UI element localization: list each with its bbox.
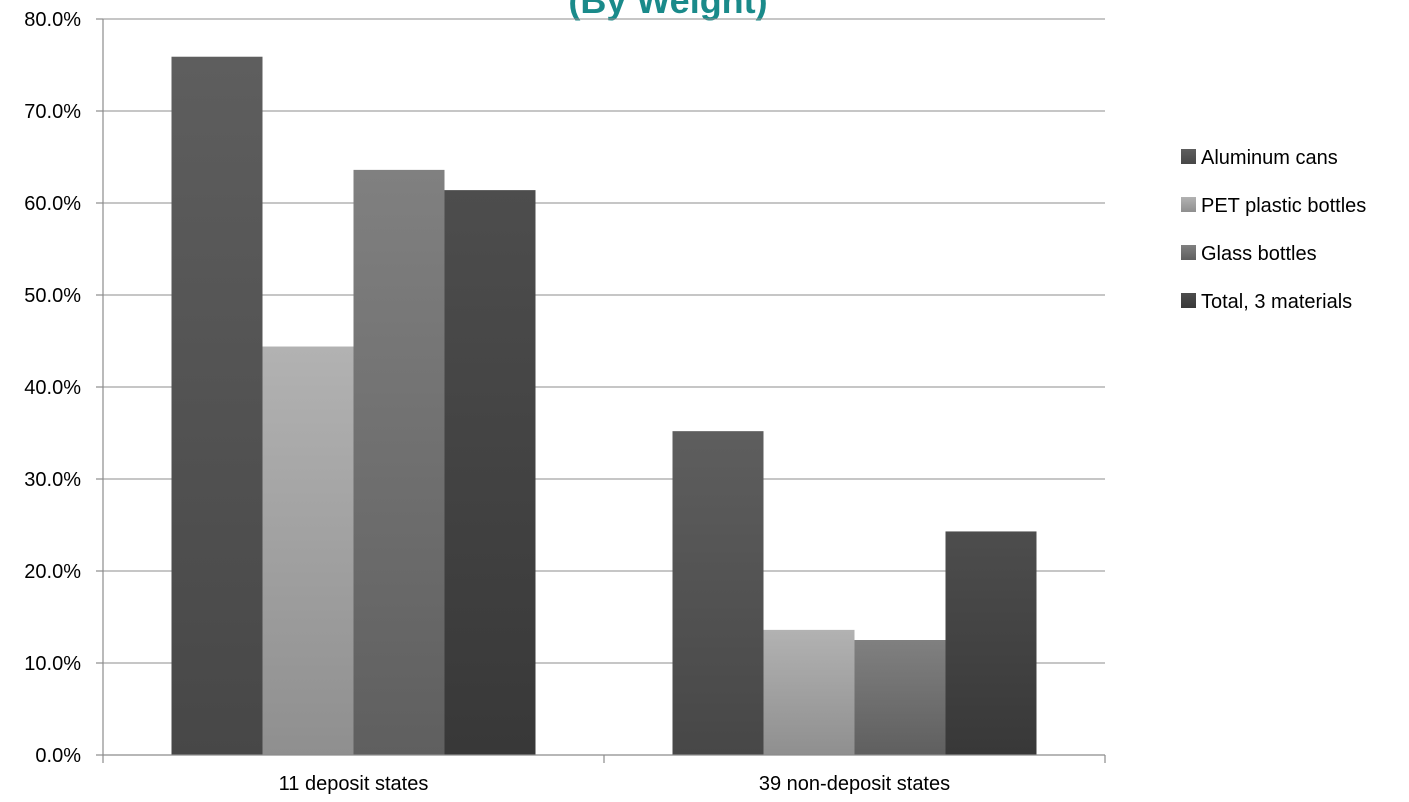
legend-swatch <box>1181 293 1196 308</box>
legend-label: PET plastic bottles <box>1201 195 1366 217</box>
bar-aluminum-cans-2 <box>672 431 764 755</box>
y-tick-label: 60.0% <box>24 193 81 215</box>
legend-label: Glass bottles <box>1201 243 1317 265</box>
x-tick-label: 11 deposit states <box>279 773 429 795</box>
y-tick-label: 80.0% <box>24 9 81 31</box>
chart-title: (By Weight) <box>568 0 767 21</box>
x-axis-ticks: 11 deposit states 39 non-deposit states <box>102 755 1106 795</box>
bar-pet-plastic-bottles-2 <box>763 629 855 755</box>
y-tick-label: 70.0% <box>24 101 81 123</box>
y-tick-label: 50.0% <box>24 285 81 307</box>
bar-total-3-materials-2 <box>945 531 1037 755</box>
y-tick-label: 0.0% <box>35 745 81 767</box>
legend-label: Aluminum cans <box>1201 147 1338 169</box>
y-tick-label: 40.0% <box>24 377 81 399</box>
legend-label: Total, 3 materials <box>1201 291 1352 313</box>
bar-aluminum-cans-1 <box>171 56 263 756</box>
bar-pet-plastic-bottles-1 <box>262 346 354 755</box>
bar-total-3-materials-1 <box>444 190 536 755</box>
legend-swatch <box>1181 197 1196 212</box>
bar-glass-bottles-2 <box>854 640 946 755</box>
y-axis-ticks: 0.0% 10.0% 20.0% 30.0% 40.0% 50.0% 60.0% 70.0% 8… <box>24 9 103 767</box>
y-tick-label: 10.0% <box>24 653 81 675</box>
bars <box>171 56 1037 756</box>
x-tick-label: 39 non-deposit states <box>759 773 950 795</box>
legend: Aluminum cans PET plastic bottles Glass bo… <box>1181 147 1366 313</box>
legend-swatch <box>1181 245 1196 260</box>
y-tick-label: 20.0% <box>24 561 81 583</box>
y-tick-label: 30.0% <box>24 469 81 491</box>
legend-swatch <box>1181 149 1196 164</box>
bar-glass-bottles-1 <box>353 169 445 755</box>
